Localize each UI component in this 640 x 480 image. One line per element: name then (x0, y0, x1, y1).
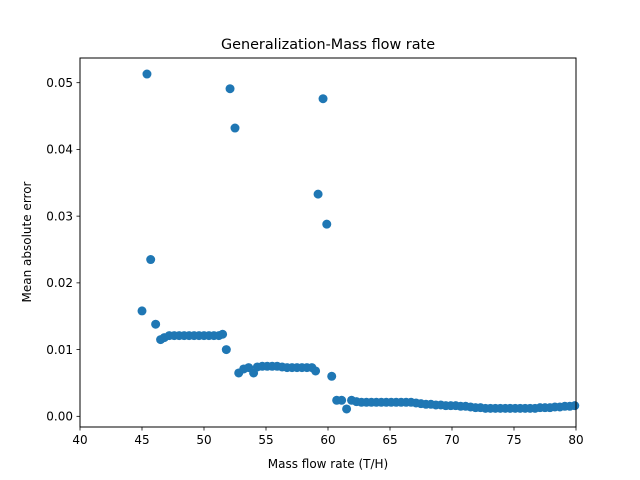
y-axis: 0.00 0.01 0.02 0.03 0.04 0.05 (46, 76, 80, 424)
y-tick-label: 0.03 (46, 209, 73, 223)
x-tick-label: 55 (258, 433, 273, 447)
data-point (137, 306, 147, 316)
chart-title: Generalization-Mass flow rate (221, 37, 435, 53)
data-point (142, 69, 152, 79)
x-axis: 40 45 50 55 60 65 70 75 80 (72, 427, 584, 447)
y-tick-label: 0.00 (46, 410, 73, 424)
x-tick-label: 65 (382, 433, 397, 447)
x-axis-label: Mass flow rate (T/H) (268, 457, 389, 471)
plot-area (79, 57, 580, 428)
plot-background (80, 58, 576, 427)
data-point (318, 94, 328, 104)
data-point (311, 366, 321, 376)
y-tick-label: 0.05 (46, 76, 73, 90)
x-tick-label: 70 (444, 433, 459, 447)
data-point (337, 395, 347, 405)
y-tick-label: 0.04 (46, 143, 73, 157)
x-tick-label: 60 (320, 433, 335, 447)
x-tick-label: 80 (568, 433, 583, 447)
data-point (230, 123, 240, 133)
x-tick-label: 75 (506, 433, 521, 447)
data-point (327, 371, 337, 381)
data-point (221, 345, 231, 355)
data-point (146, 255, 156, 265)
data-point (225, 84, 235, 94)
y-axis-label: Mean absolute error (20, 181, 34, 302)
data-point (570, 401, 580, 411)
data-point (218, 329, 228, 339)
y-tick-label: 0.01 (46, 343, 73, 357)
data-point (151, 319, 161, 329)
data-point (313, 189, 323, 199)
data-points (137, 69, 580, 414)
x-tick-label: 40 (72, 433, 87, 447)
y-tick-label: 0.02 (46, 276, 73, 290)
x-tick-label: 50 (196, 433, 211, 447)
data-point (342, 404, 352, 414)
x-tick-label: 45 (134, 433, 149, 447)
data-point (322, 219, 332, 229)
